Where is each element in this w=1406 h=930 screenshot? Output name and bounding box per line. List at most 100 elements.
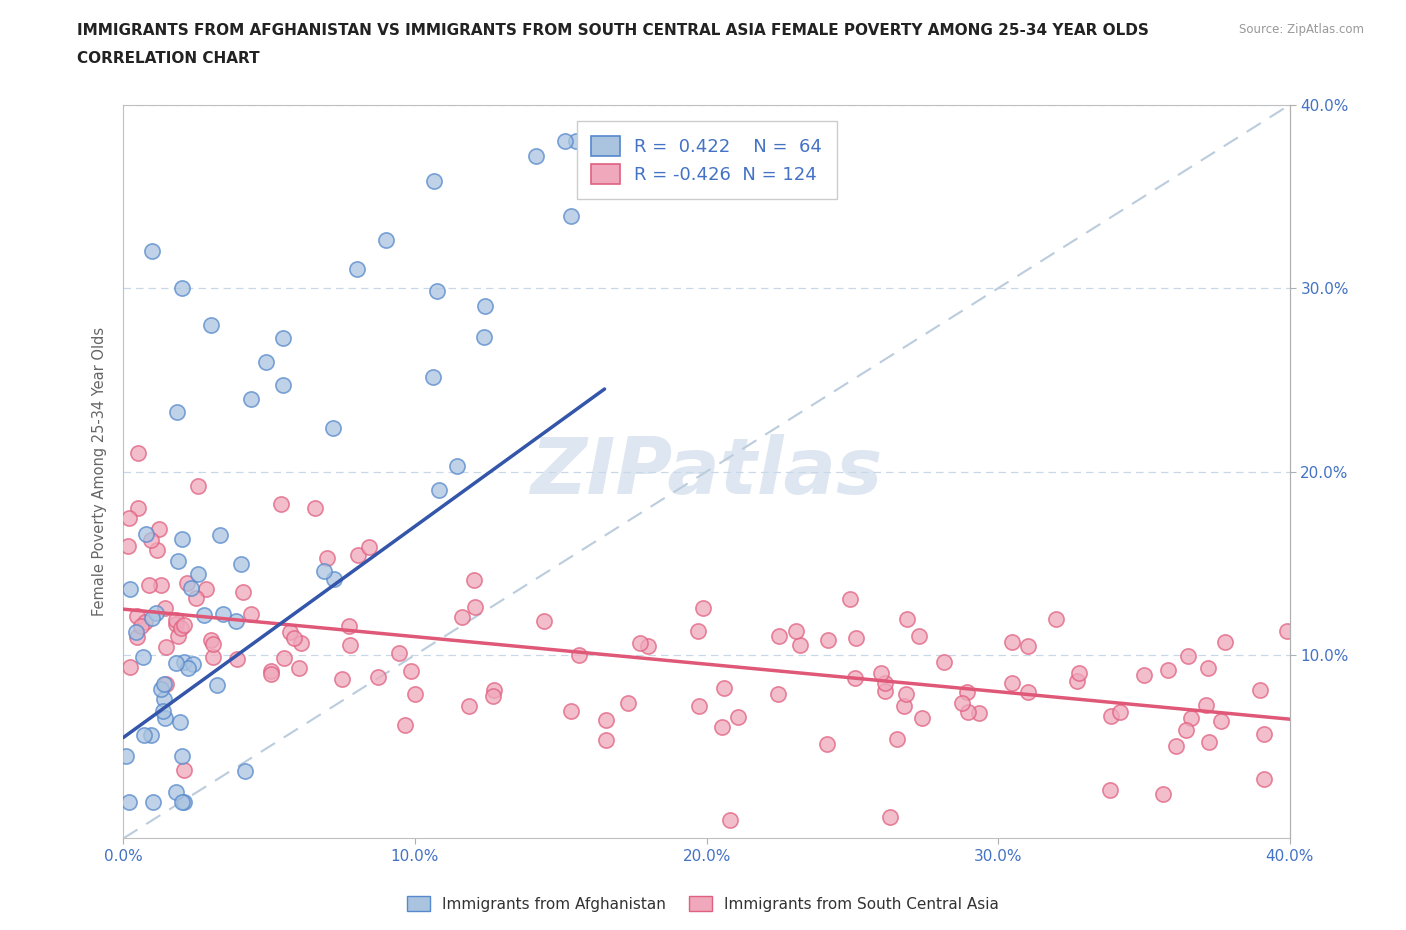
- Point: [187, 479, 209, 494]
- Point: [226, 651, 249, 666]
- Point: [180, 580, 202, 595]
- Point: [127, 501, 149, 516]
- Point: [169, 714, 191, 729]
- Point: [141, 244, 163, 259]
- Point: [844, 671, 866, 685]
- Point: [1277, 623, 1299, 638]
- Point: [200, 317, 222, 332]
- Point: [155, 711, 177, 725]
- Point: [908, 629, 931, 644]
- Point: [118, 511, 141, 525]
- Point: [768, 686, 790, 701]
- Legend: R =  0.422    N =  64, R = -0.426  N = 124: R = 0.422 N = 64, R = -0.426 N = 124: [576, 121, 837, 199]
- Point: [568, 647, 591, 662]
- Point: [125, 624, 148, 639]
- Point: [125, 630, 148, 644]
- Point: [118, 581, 141, 596]
- Point: [950, 696, 973, 711]
- Point: [165, 617, 187, 631]
- Point: [446, 458, 468, 473]
- Point: [205, 677, 228, 692]
- Point: [187, 567, 209, 582]
- Point: [186, 591, 208, 605]
- Text: ZIPatlas: ZIPatlas: [530, 433, 883, 510]
- Point: [427, 483, 450, 498]
- Point: [170, 531, 193, 546]
- Point: [167, 553, 190, 568]
- Point: [1175, 723, 1198, 737]
- Point: [181, 657, 204, 671]
- Point: [150, 682, 173, 697]
- Point: [401, 663, 423, 678]
- Point: [367, 670, 389, 684]
- Point: [322, 420, 344, 435]
- Point: [815, 737, 838, 751]
- Point: [718, 813, 741, 828]
- Point: [845, 631, 868, 645]
- Point: [1109, 705, 1132, 720]
- Point: [1195, 698, 1218, 712]
- Point: [817, 632, 839, 647]
- Text: Source: ZipAtlas.com: Source: ZipAtlas.com: [1239, 23, 1364, 36]
- Point: [934, 655, 956, 670]
- Point: [165, 613, 187, 628]
- Point: [271, 331, 294, 346]
- Point: [200, 632, 222, 647]
- Point: [173, 618, 195, 632]
- Point: [1001, 676, 1024, 691]
- Point: [135, 526, 157, 541]
- Point: [1067, 666, 1090, 681]
- Point: [564, 134, 586, 149]
- Point: [346, 261, 368, 276]
- Point: [177, 660, 200, 675]
- Point: [637, 638, 659, 653]
- Point: [1099, 708, 1122, 723]
- Point: [956, 705, 979, 720]
- Point: [1249, 683, 1271, 698]
- Point: [316, 551, 339, 565]
- Point: [911, 711, 934, 725]
- Point: [1099, 782, 1122, 797]
- Point: [166, 628, 188, 643]
- Point: [152, 704, 174, 719]
- Point: [692, 600, 714, 615]
- Point: [232, 585, 254, 600]
- Point: [139, 727, 162, 742]
- Point: [166, 405, 188, 419]
- Point: [271, 378, 294, 392]
- Point: [839, 591, 862, 606]
- Point: [727, 710, 749, 724]
- Point: [173, 763, 195, 777]
- Point: [450, 609, 472, 624]
- Point: [464, 600, 486, 615]
- Point: [330, 672, 353, 687]
- Point: [1180, 711, 1202, 725]
- Point: [1045, 612, 1067, 627]
- Point: [155, 676, 177, 691]
- Point: [688, 624, 710, 639]
- Point: [1017, 639, 1039, 654]
- Point: [118, 660, 141, 675]
- Point: [337, 618, 360, 633]
- Point: [894, 687, 917, 702]
- Point: [711, 720, 734, 735]
- Point: [233, 764, 256, 778]
- Point: [688, 698, 710, 713]
- Point: [533, 613, 555, 628]
- Point: [1209, 713, 1232, 728]
- Point: [1197, 660, 1219, 675]
- Point: [1017, 684, 1039, 699]
- Point: [170, 281, 193, 296]
- Point: [1213, 634, 1236, 649]
- Point: [1152, 786, 1174, 801]
- Point: [145, 605, 167, 620]
- Point: [404, 686, 426, 701]
- Point: [1001, 635, 1024, 650]
- Point: [115, 749, 138, 764]
- Point: [357, 540, 380, 555]
- Point: [195, 581, 218, 596]
- Point: [463, 573, 485, 588]
- Point: [422, 369, 444, 384]
- Point: [153, 691, 176, 706]
- Point: [202, 650, 225, 665]
